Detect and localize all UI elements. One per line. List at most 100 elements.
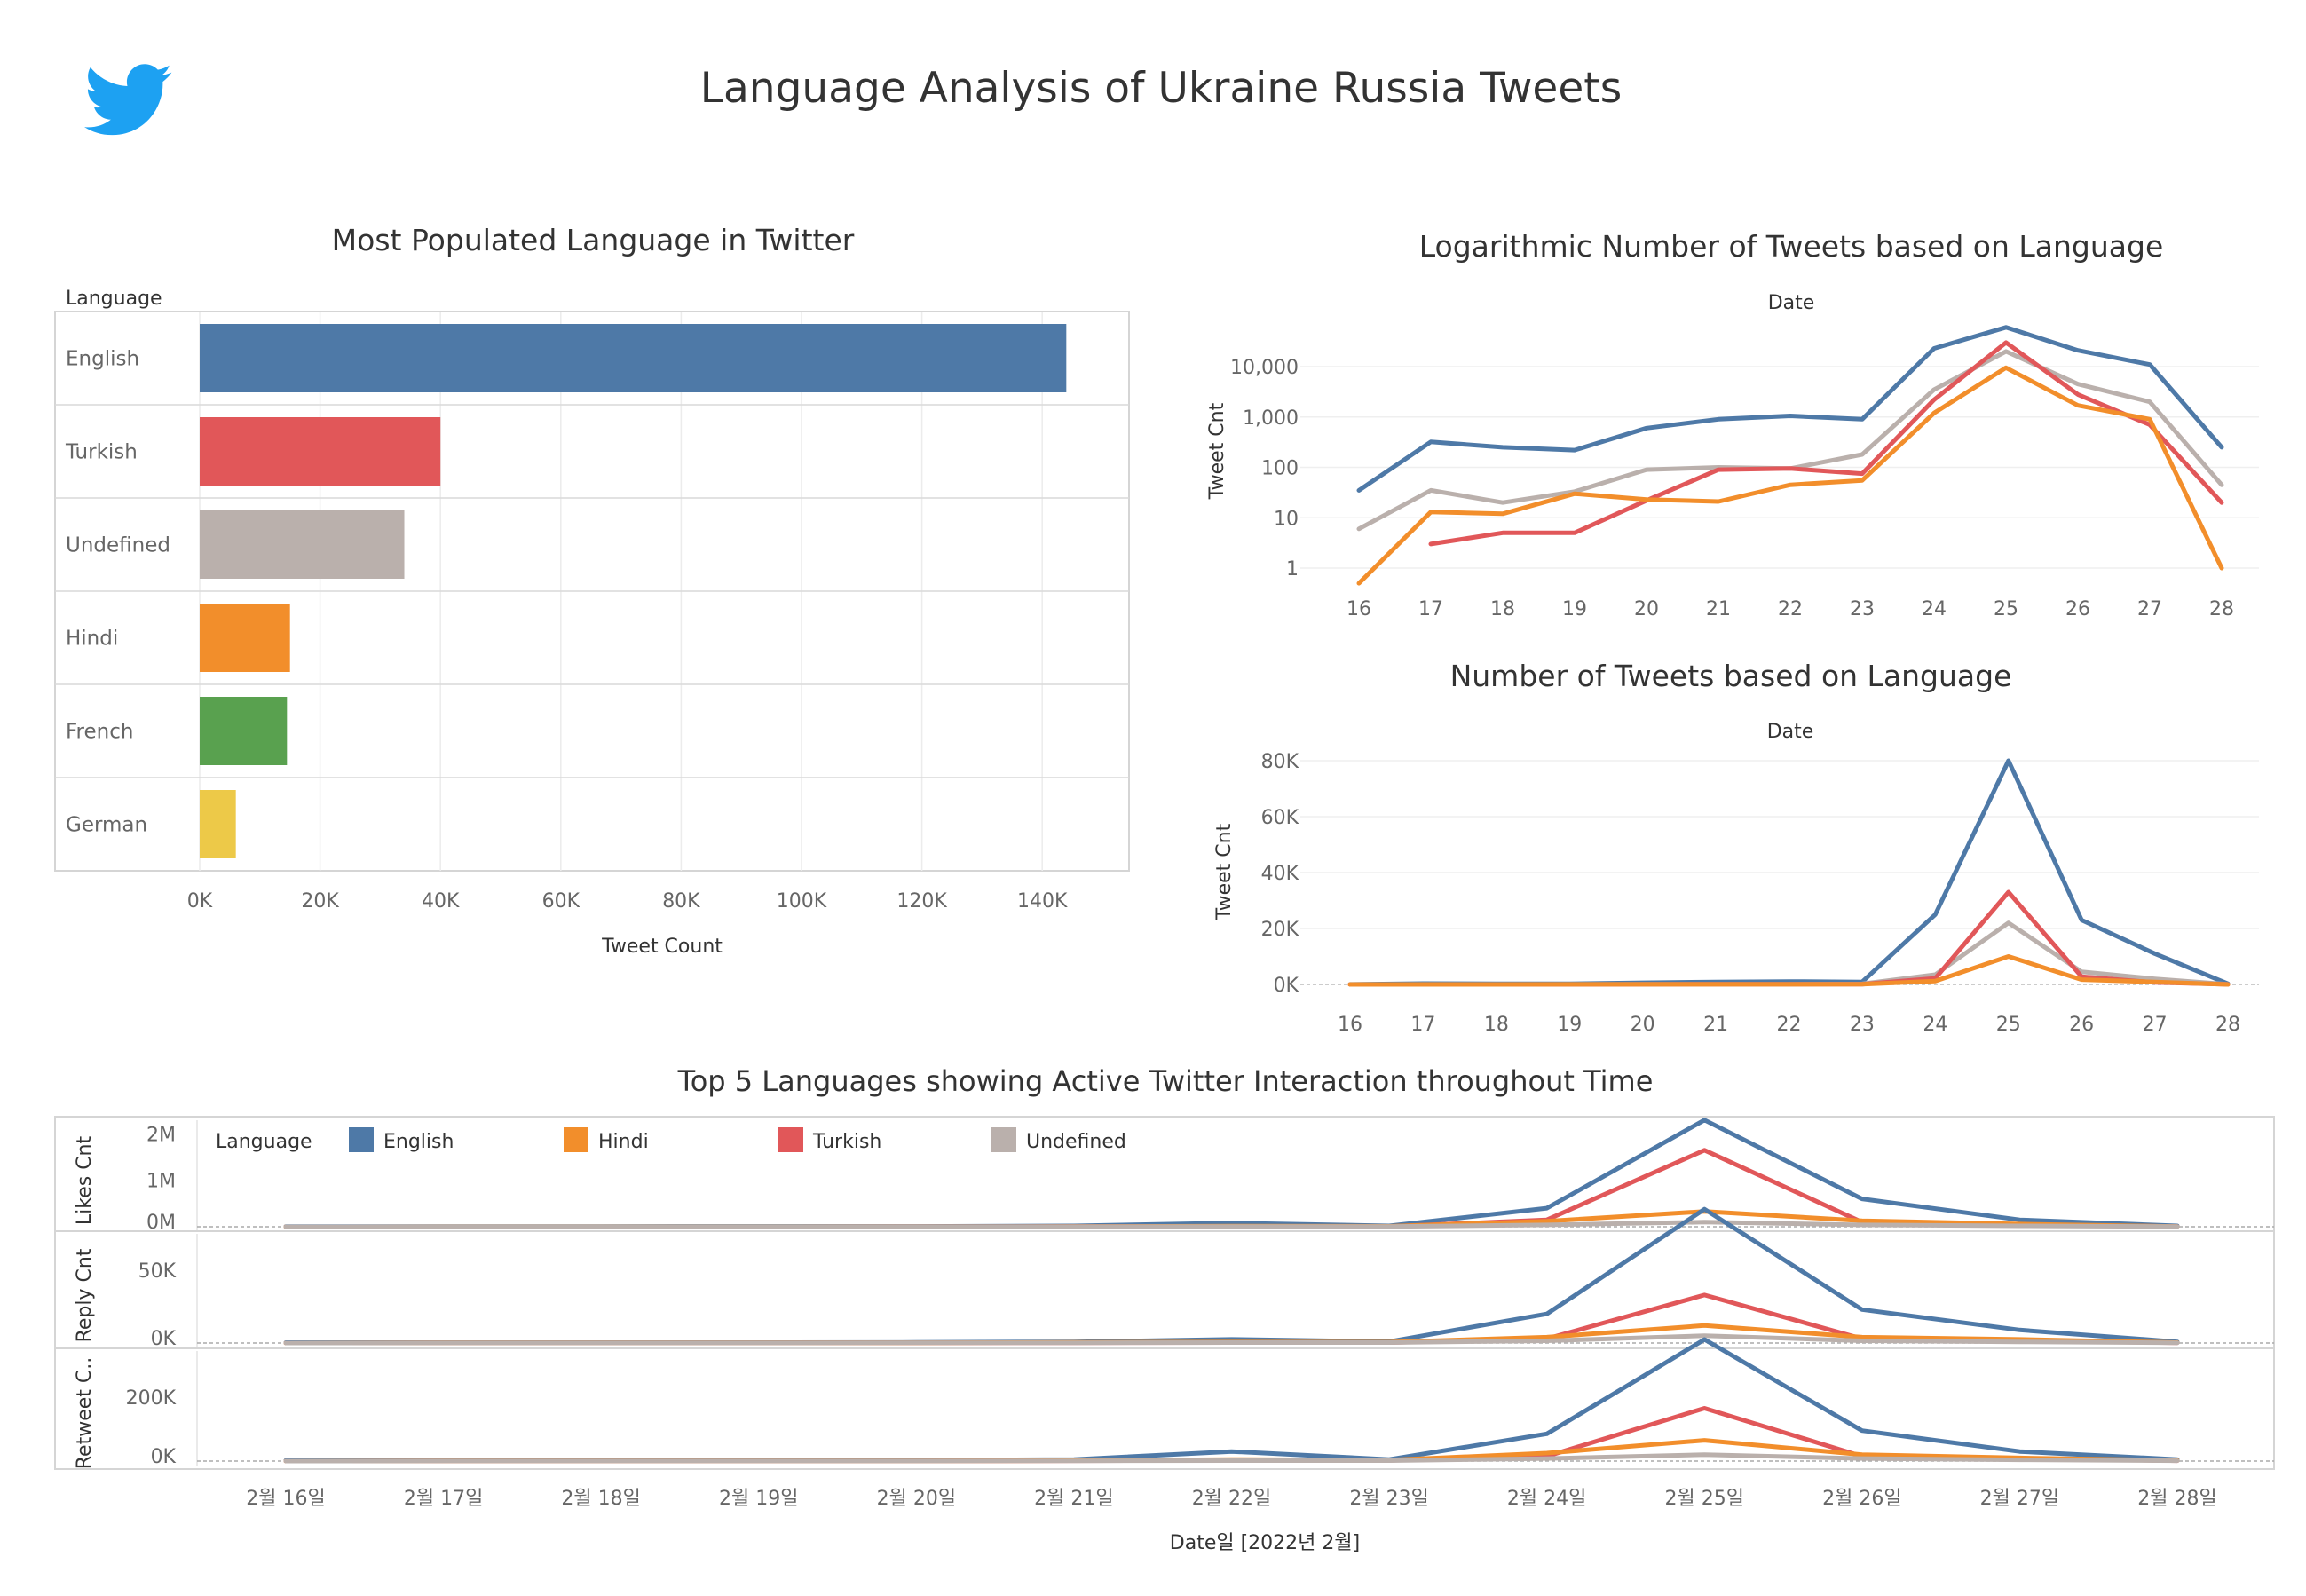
linear-chart-y-ticks: 0K 20K 40K 60K 80K bbox=[1261, 751, 1299, 997]
y-tick-label: 20K bbox=[1261, 919, 1299, 941]
linear-chart-title: Number of Tweets based on Language bbox=[1450, 659, 2012, 693]
bar-chart-category-label: Undefined bbox=[66, 534, 170, 557]
panel-y-tick: 50K bbox=[138, 1260, 177, 1283]
bar-chart-title: Most Populated Language in Twitter bbox=[332, 223, 855, 257]
x-tick-label: 21 bbox=[1706, 598, 1731, 620]
x-tick-label: 25 bbox=[1996, 1014, 2021, 1036]
interaction-x-tick: 2월 25일 bbox=[1665, 1488, 1744, 1510]
legend-title: Language bbox=[216, 1131, 312, 1153]
y-tick-label: 80K bbox=[1261, 751, 1299, 773]
log-chart-x-axis-label: Date bbox=[1768, 292, 1815, 314]
line-undefined bbox=[283, 1333, 2180, 1346]
x-tick-label: 18 bbox=[1484, 1014, 1509, 1036]
bar-chart-bars bbox=[200, 324, 1067, 858]
twitter-bird-icon bbox=[84, 64, 172, 136]
interaction-panel: 0M 1M 2M Likes Cnt bbox=[74, 1118, 2274, 1234]
log-chart-title: Logarithmic Number of Tweets based on La… bbox=[1419, 229, 2164, 264]
x-tick-label: 25 bbox=[1994, 598, 2018, 620]
x-tick-label: 20 bbox=[1631, 1014, 1655, 1036]
bar-chart-category-label: Turkish bbox=[65, 441, 138, 464]
bar-chart-x-axis-label: Tweet Count bbox=[601, 936, 723, 958]
linear-line-chart: Number of Tweets based on Language Date … bbox=[1213, 659, 2259, 1036]
x-tick-label: 19 bbox=[1562, 598, 1587, 620]
x-tick-label: 23 bbox=[1850, 598, 1875, 620]
interaction-chart-x-ticks: 2월 16일 2월 17일 2월 18일 2월 19일 2월 20일 2월 21일 2월 2… bbox=[246, 1488, 2216, 1510]
legend-swatch-english[interactable] bbox=[349, 1127, 374, 1152]
interaction-x-tick: 2월 17일 bbox=[404, 1488, 483, 1510]
x-tick-label: 16 bbox=[1346, 598, 1371, 620]
bar-hindi bbox=[200, 604, 290, 672]
x-tick-label: 22 bbox=[1777, 1014, 1802, 1036]
x-tick-label: 27 bbox=[2143, 1014, 2168, 1036]
legend-swatch-undefined[interactable] bbox=[991, 1127, 1016, 1152]
x-tick-label: 26 bbox=[2065, 598, 2090, 620]
x-tick-label: 24 bbox=[1923, 1014, 1947, 1036]
interaction-chart-legend: Language English Hindi Turkish Undefined bbox=[216, 1127, 1126, 1153]
bar-french bbox=[200, 697, 288, 765]
x-tick-label: 28 bbox=[2209, 598, 2234, 620]
x-tick-label: 20 bbox=[1634, 598, 1659, 620]
x-tick-label: 24 bbox=[1922, 598, 1947, 620]
legend-swatch-hindi[interactable] bbox=[564, 1127, 588, 1152]
bar-chart-language-count: Most Populated Language in Twitter Langu… bbox=[54, 223, 1130, 958]
interaction-x-tick: 2월 26일 bbox=[1822, 1488, 1901, 1510]
interaction-x-tick: 2월 28일 bbox=[2137, 1488, 2216, 1510]
interaction-x-tick: 2월 19일 bbox=[719, 1488, 798, 1510]
log-chart-x-ticks: 16 17 18 19 20 21 22 23 24 25 26 27 28 bbox=[1346, 598, 2234, 620]
linear-chart-y-axis-label: Tweet Cnt bbox=[1213, 823, 1236, 920]
linear-chart-gridlines bbox=[1300, 760, 2259, 985]
bar-turkish bbox=[200, 417, 441, 486]
line-undefined bbox=[283, 1220, 2180, 1229]
interaction-chart-title: Top 5 Languages showing Active Twitter I… bbox=[677, 1064, 1654, 1098]
panel-y-tick: 200K bbox=[126, 1387, 177, 1410]
interaction-chart-panels: 0M 1M 2M Likes Cnt 0K 50K Reply Cnt 0K 200K Retwe… bbox=[55, 1118, 2274, 1470]
line-undefined bbox=[1347, 920, 2231, 987]
bar-chart-x-tick: 80K bbox=[662, 890, 700, 913]
bar-chart-x-tick: 100K bbox=[777, 890, 827, 913]
line-hindi bbox=[1347, 954, 2231, 987]
linear-chart-series-lines bbox=[1347, 758, 2231, 987]
bar-chart-x-tick: 40K bbox=[422, 890, 460, 913]
interaction-x-tick: 2월 23일 bbox=[1349, 1488, 1428, 1510]
panel-y-tick: 0K bbox=[151, 1328, 177, 1350]
panel-y-axis-label: Reply Cnt bbox=[74, 1248, 96, 1342]
line-undefined bbox=[1356, 349, 2224, 532]
line-english bbox=[1356, 325, 2224, 493]
bar-chart-x-tick: 20K bbox=[301, 890, 339, 913]
interaction-panel: 0K 50K Reply Cnt bbox=[55, 1206, 2274, 1350]
interaction-x-tick: 2월 18일 bbox=[561, 1488, 640, 1510]
bar-chart-x-tick: 120K bbox=[896, 890, 947, 913]
x-tick-label: 17 bbox=[1410, 1014, 1435, 1036]
legend-item-english[interactable]: English bbox=[383, 1131, 454, 1153]
bar-chart-category-header: Language bbox=[66, 288, 162, 310]
bar-chart-category-label: English bbox=[66, 348, 139, 371]
interaction-chart: Top 5 Languages showing Active Twitter I… bbox=[54, 1064, 2275, 1554]
bar-chart-row-dividers bbox=[55, 404, 1129, 778]
legend-item-hindi[interactable]: Hindi bbox=[598, 1131, 649, 1153]
x-tick-label: 17 bbox=[1418, 598, 1443, 620]
panel-y-axis-label: Retweet C.. bbox=[74, 1357, 96, 1470]
log-chart-y-ticks: 1 10 100 1,000 10,000 bbox=[1230, 357, 1299, 581]
bar-undefined bbox=[200, 510, 405, 579]
legend-swatch-turkish[interactable] bbox=[778, 1127, 803, 1152]
bar-german bbox=[200, 790, 236, 858]
interaction-x-tick: 2월 22일 bbox=[1192, 1488, 1271, 1510]
line-english bbox=[283, 1337, 2180, 1463]
bar-chart-x-tick: 140K bbox=[1017, 890, 1068, 913]
legend-item-turkish[interactable]: Turkish bbox=[812, 1131, 881, 1153]
interaction-chart-x-axis-label: Date일 [2022년 2월] bbox=[1170, 1532, 1360, 1554]
line-hindi bbox=[1356, 365, 2224, 586]
legend-item-undefined[interactable]: Undefined bbox=[1026, 1131, 1126, 1153]
y-tick-label: 1 bbox=[1286, 558, 1299, 581]
line-english bbox=[283, 1206, 2180, 1345]
interaction-x-tick: 2월 16일 bbox=[246, 1488, 325, 1510]
bar-chart-x-tick: 60K bbox=[542, 890, 580, 913]
bar-chart-category-label: French bbox=[66, 721, 133, 744]
interaction-panel: 0K 200K Retweet C.. bbox=[55, 1337, 2274, 1470]
y-tick-label: 0K bbox=[1274, 975, 1299, 997]
y-tick-label: 1,000 bbox=[1243, 407, 1299, 430]
line-undefined bbox=[283, 1452, 2180, 1464]
x-tick-label: 28 bbox=[2215, 1014, 2240, 1036]
x-tick-label: 18 bbox=[1490, 598, 1515, 620]
